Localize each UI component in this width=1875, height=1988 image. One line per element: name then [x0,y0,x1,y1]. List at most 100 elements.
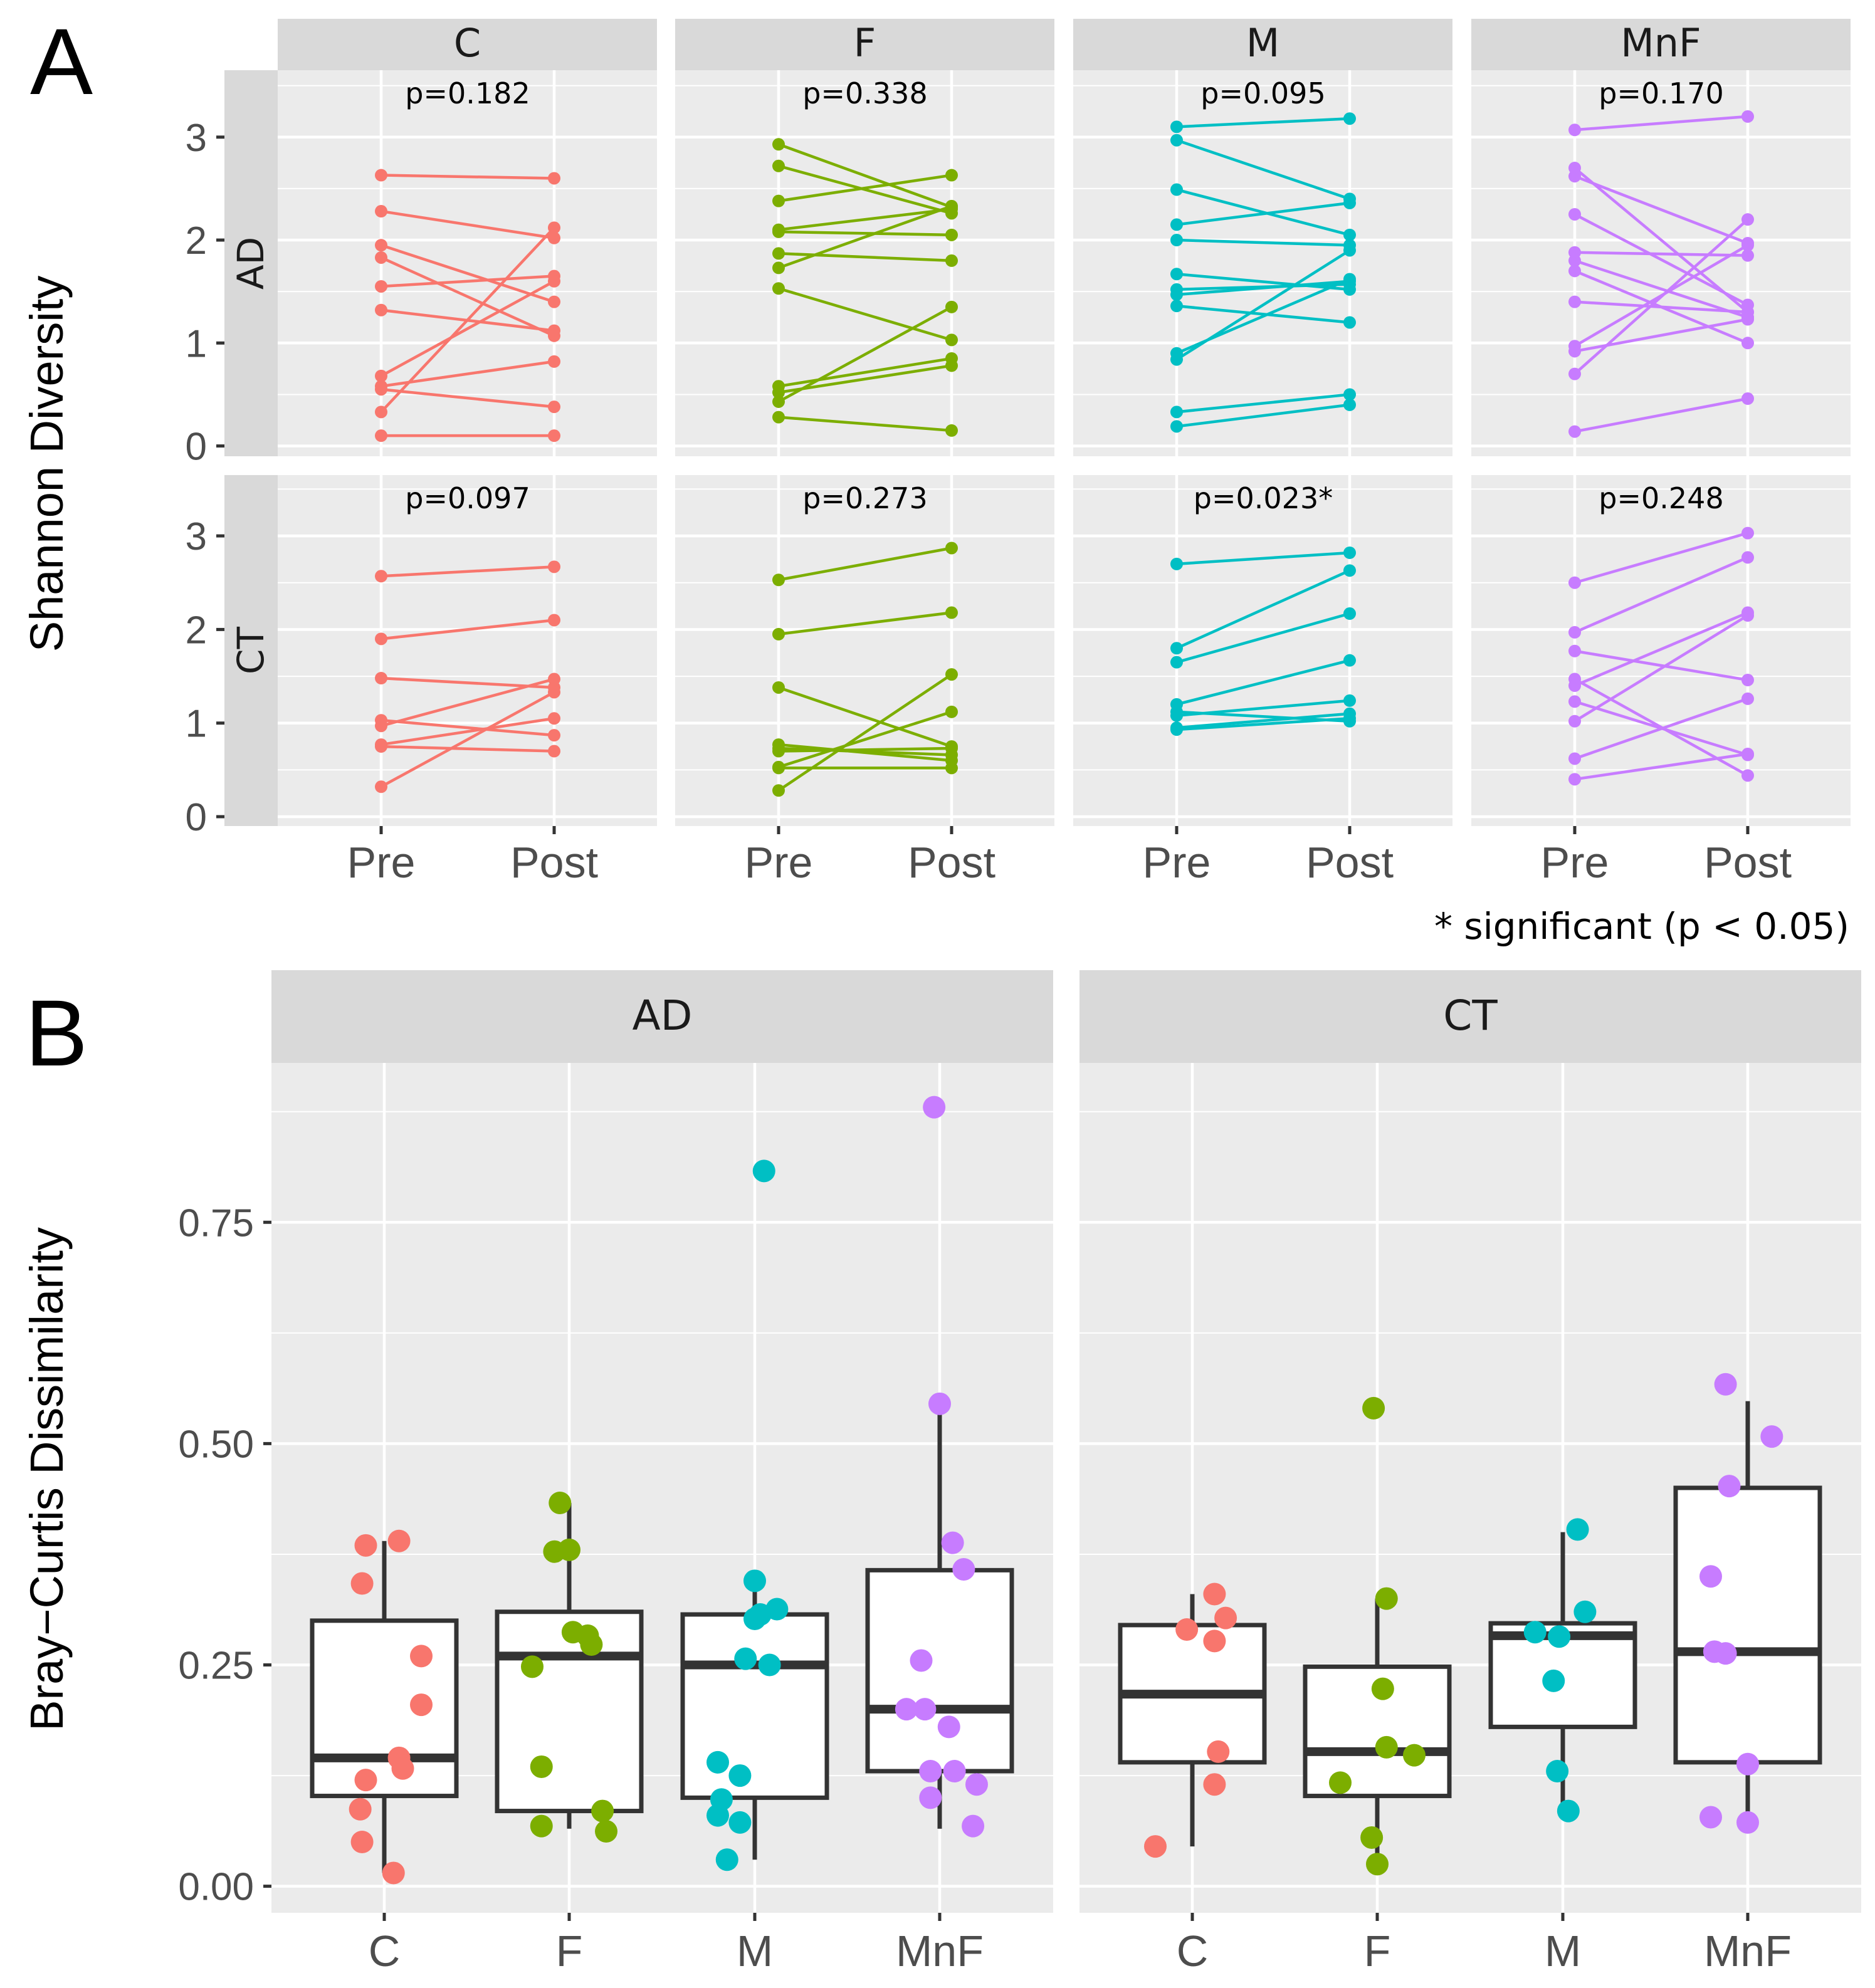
post-point [548,712,560,725]
panel-background [1073,475,1452,826]
pair-line [778,364,952,394]
col-strip-f [675,19,1054,70]
data-point [1546,1760,1569,1782]
pair-line [1574,251,1748,257]
pair-line [1574,649,1748,682]
data-point [580,1633,603,1656]
pair-line [1573,167,1749,313]
data-point [919,1760,942,1782]
y-tick-label: 0 [186,426,207,469]
pre-point [375,251,387,264]
data-point [1557,1799,1580,1823]
pair-line [778,746,952,753]
data-point [728,1764,752,1787]
pair-line [1176,717,1350,731]
p-value-label: p=0.023* [1194,481,1333,515]
pre-point [1568,207,1581,221]
facet-panel-ad-c: p=0.182 [278,70,657,456]
data-point [382,1861,405,1885]
post-point [945,300,958,313]
pre-point [1568,170,1581,183]
facet-strip [271,970,1053,1063]
data-point [941,1531,964,1554]
x-tick-label-c: C [369,1927,401,1975]
post-point [548,400,560,414]
row-strip-ad [224,70,278,456]
pre-point [1170,353,1183,366]
post-point [945,705,958,718]
pair-line [1176,201,1350,226]
pair-line [381,209,555,239]
pair-line [778,686,952,748]
data-point [354,1534,377,1557]
data-point [350,1831,374,1853]
pre-point [375,570,387,583]
post-point [1343,228,1356,241]
x-tick-label-post: Post [1306,838,1394,887]
pre-point [1170,642,1183,655]
y-tick-label: 2 [186,219,207,263]
data-point [1542,1669,1565,1692]
post-point [548,324,560,337]
box-group-ad-c [310,1529,459,1885]
post-point [945,541,958,555]
pre-point [1170,420,1183,433]
data-point [923,1096,946,1119]
col-strip-c [278,19,657,70]
pre-point [772,411,785,424]
pair-line [381,719,555,737]
facet-panel-ad-mnf: p=0.170 [1471,70,1851,456]
post-point [1741,674,1754,687]
data-point [1699,1565,1722,1588]
pre-point [772,194,785,207]
data-point [1371,1677,1394,1700]
post-point [945,169,958,182]
box [680,1612,829,1800]
pair-line [381,565,555,578]
pair-line [1574,300,1748,314]
box [1673,1485,1822,1765]
x-tick-label-pre: Pre [745,838,813,887]
data-point [1699,1806,1722,1829]
post-point [945,254,958,267]
data-point [1329,1771,1352,1794]
box-group-ct-mnf [1673,1373,1822,1834]
data-point [1203,1773,1226,1796]
pre-point [1568,695,1581,708]
post-point [1343,712,1356,725]
pair-line [778,204,952,269]
pair-line [1176,304,1350,324]
pair-line [778,357,952,388]
pair-line [1176,551,1350,566]
pair-line [1574,318,1748,353]
post-point [945,424,958,437]
data-point [752,1159,775,1183]
pre-point [1170,218,1183,231]
pair-line [777,673,953,792]
facet-panel-ad-f: p=0.338 [675,70,1054,456]
panel-b-label: B [25,980,88,1086]
pre-point [1170,405,1183,419]
box-group-ct-c [1118,1583,1267,1858]
pair-line [1175,249,1351,361]
data-point [1203,1630,1226,1653]
pre-point [1568,295,1581,308]
data-point [748,1603,772,1626]
post-point [548,560,560,573]
post-point [1741,213,1754,226]
data-point [387,1529,411,1552]
pair-line [381,717,555,746]
pair-line [381,677,555,728]
data-point [962,1814,985,1838]
data-point [1566,1518,1589,1541]
panel-a-facet-grid: AD 0 1 2 3 CT 0 1 2 3 C Pre Post F Pre Post M Pre Post MnF P… [186,19,1851,887]
pair-line [381,174,555,180]
pair-line [778,207,952,231]
pre-point [1170,268,1183,281]
data-point [706,1750,729,1774]
pair-line [1574,175,1748,245]
pair-line [778,287,952,342]
pre-point [1568,644,1581,657]
panel-background [1073,70,1452,456]
data-point [1714,1373,1737,1396]
